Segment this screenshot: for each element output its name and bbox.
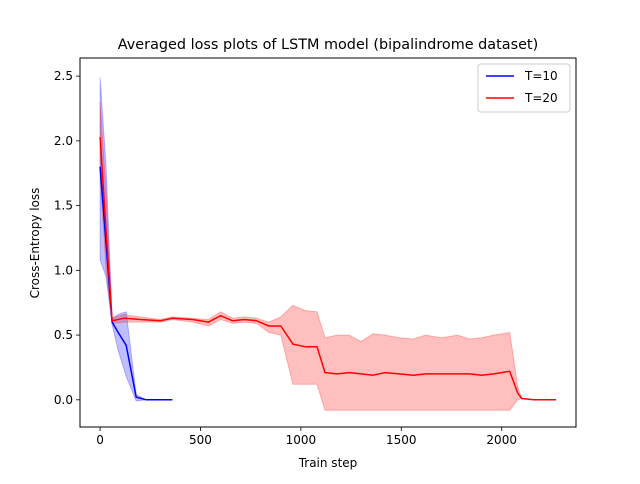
y-axis-ticks: 0.0 0.5 1.0 1.5 2.0 2.5 [54, 69, 80, 407]
x-tick-label: 1000 [286, 433, 317, 447]
series-line-t20 [99, 136, 556, 401]
x-axis-ticks: 0 500 1000 1500 2000 [96, 427, 517, 447]
y-axis-label: Cross-Entropy loss [28, 188, 42, 299]
legend: T=10 T=20 [477, 63, 571, 113]
y-tick-label: 0.0 [54, 393, 73, 407]
y-tick-label: 2.0 [54, 134, 73, 148]
plot-frame [79, 57, 577, 428]
band-t20 [99, 101, 556, 411]
x-tick-label: 500 [189, 433, 212, 447]
series-lines [99, 136, 556, 401]
y-tick-label: 1.0 [54, 263, 73, 277]
legend-label-t10: T=10 [524, 69, 558, 83]
y-tick-label: 1.5 [54, 199, 73, 213]
x-tick-label: 1500 [386, 433, 417, 447]
chart-title: Averaged loss plots of LSTM model (bipal… [118, 37, 538, 53]
x-axis-label: Train step [298, 456, 358, 470]
y-tick-label: 2.5 [54, 69, 73, 83]
legend-label-t20: T=20 [524, 91, 558, 105]
band-t10 [99, 77, 173, 402]
x-tick-label: 2000 [486, 433, 517, 447]
confidence-bands [99, 77, 556, 411]
y-tick-label: 0.5 [54, 328, 73, 342]
x-tick-label: 0 [96, 433, 104, 447]
